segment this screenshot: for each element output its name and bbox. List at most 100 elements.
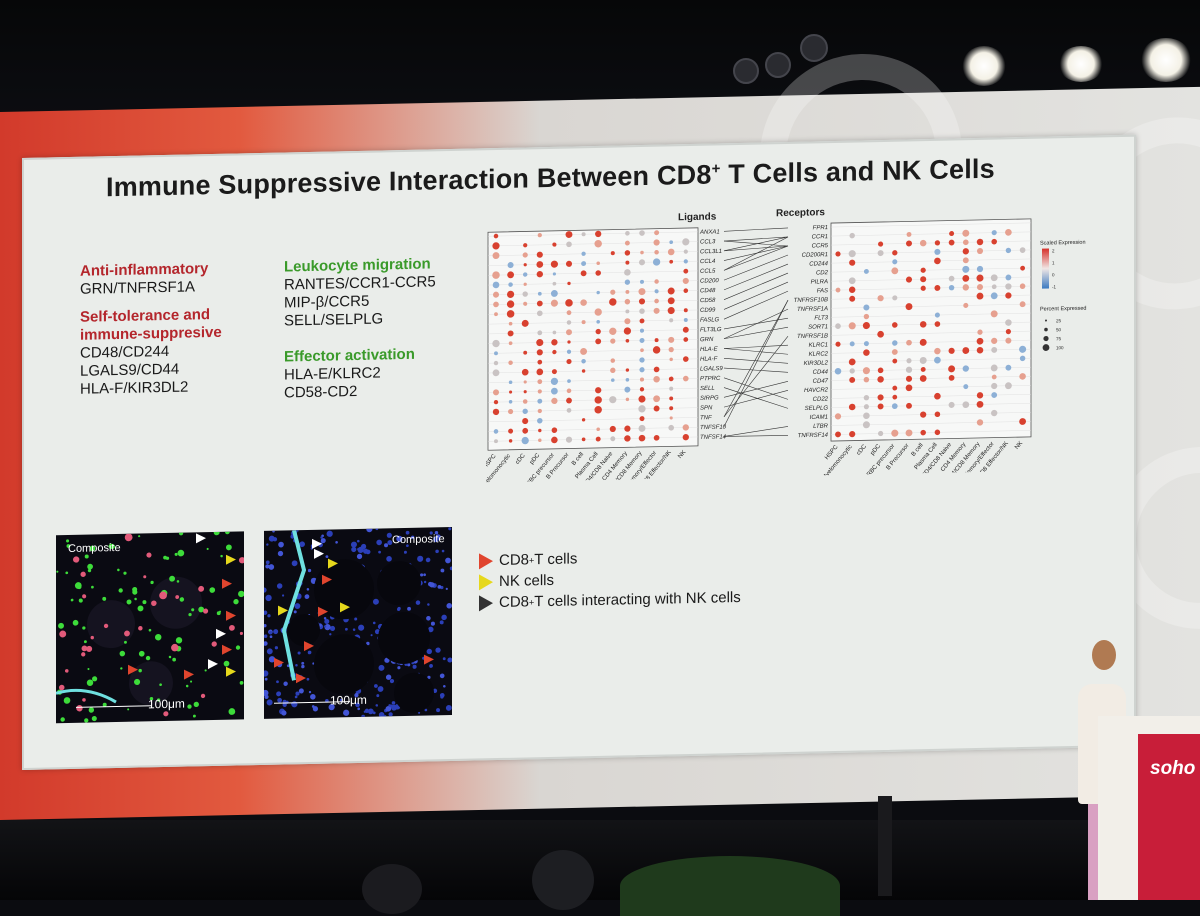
nucleus-dot (376, 539, 382, 546)
nucleus-dot (264, 587, 267, 593)
percent-dot (1043, 335, 1049, 342)
green-signal (92, 676, 98, 682)
image-label: Composite (392, 533, 445, 547)
ligand-dot (508, 409, 514, 415)
ligand-dot (508, 428, 514, 434)
nucleus-dot (264, 634, 268, 639)
cell-arrow-icon (128, 664, 138, 675)
green-signal (206, 547, 209, 551)
nucleus-dot (396, 535, 403, 542)
receptor-dot (906, 402, 912, 409)
red-signal (143, 575, 147, 579)
ligand-dot (537, 417, 543, 424)
nucleus-dot (385, 706, 392, 712)
ceiling-light (962, 46, 1006, 86)
ligand-dot (683, 318, 688, 322)
green-signal (169, 575, 176, 582)
cell-arrow-icon (278, 605, 288, 616)
receptor-label: CD244 (809, 261, 828, 267)
ligand-dot (566, 358, 572, 365)
nucleus-dot (264, 677, 268, 681)
interaction-line (723, 254, 789, 281)
ligand-dot (638, 259, 646, 266)
vessel (56, 688, 117, 704)
receptor-dot (877, 394, 884, 401)
receptor-dot (934, 429, 941, 436)
nucleus-dot (301, 664, 305, 669)
receptor-label: PILRA (811, 279, 828, 285)
ligand-label: CCL4 (700, 259, 716, 265)
ligand-dot (653, 434, 660, 441)
ligand-dot (610, 338, 616, 344)
receptor-dot (863, 395, 870, 401)
receptor-dot (990, 292, 998, 300)
interaction-line (723, 290, 789, 320)
ligand-dot (566, 349, 572, 354)
receptor-label: FPR1 (813, 225, 828, 231)
ligand-dot (639, 387, 645, 392)
ligand-dot (523, 350, 528, 355)
receptor-dot (991, 409, 998, 417)
ligand-label: HLA-F (700, 356, 718, 362)
ligand-dot (653, 375, 660, 383)
audience-head (532, 850, 594, 910)
ligand-dot (580, 270, 587, 277)
ligand-dot (669, 357, 673, 362)
ligand-dot (551, 369, 557, 375)
yellow-arrow-icon (479, 573, 493, 590)
nucleus-dot (291, 560, 298, 567)
red-signal (159, 591, 167, 600)
ligand-dot (493, 360, 499, 366)
receptor-dot (963, 302, 969, 308)
ligand-dot (683, 337, 689, 342)
green-signal (154, 633, 162, 641)
green-signal (238, 590, 244, 598)
ligand-dot (667, 307, 675, 315)
receptor-dot (849, 377, 856, 383)
receptor-dot (919, 375, 927, 382)
ligand-dot (682, 277, 689, 285)
receptor-label: LTBR (813, 424, 829, 430)
receptor-label: CD47 (813, 378, 829, 384)
interaction-line (723, 263, 789, 291)
nucleus-dot (273, 629, 279, 635)
green-signal (127, 708, 130, 711)
receptor-dot (906, 339, 912, 346)
nucleus-dot (296, 529, 299, 532)
nucleus-dot (429, 531, 433, 535)
ligand-dot (508, 282, 513, 287)
interaction-line (723, 377, 789, 400)
ligand-dot (595, 328, 601, 335)
ligand-dot (522, 408, 528, 414)
green-signal (63, 697, 71, 704)
ligand-label: SIRPG (700, 395, 719, 401)
receptor-dot (849, 430, 856, 438)
green-signal (84, 718, 89, 723)
ligand-dot (550, 299, 558, 307)
ligand-label: HLA-E (700, 347, 719, 353)
ligand-label: GRN (700, 337, 714, 343)
dark-region (150, 576, 202, 629)
receptor-dot (1005, 319, 1012, 326)
nucleus-dot (437, 584, 442, 589)
cell-type-label: cDC (856, 443, 869, 456)
green-signal (225, 544, 232, 551)
nucleus-dot (378, 664, 385, 671)
interaction-line (723, 245, 789, 271)
ligand-dot (609, 425, 616, 433)
receptor-dot (905, 276, 913, 283)
green-signal (138, 535, 141, 538)
slide: Immune Suppressive Interaction Between C… (22, 134, 1136, 770)
ligand-label: FASLG (700, 317, 720, 323)
receptor-dot (976, 337, 984, 345)
ligand-dot (624, 318, 631, 325)
interaction-line (723, 336, 789, 418)
nucleus-dot (370, 634, 373, 637)
nucleus-dot (335, 541, 338, 544)
receptor-dot (976, 392, 984, 399)
white-arrow-icon (479, 594, 493, 611)
ligand-dot (652, 258, 661, 266)
interaction-line (723, 317, 789, 330)
green-signal (118, 588, 123, 593)
ligand-dot (654, 230, 660, 236)
